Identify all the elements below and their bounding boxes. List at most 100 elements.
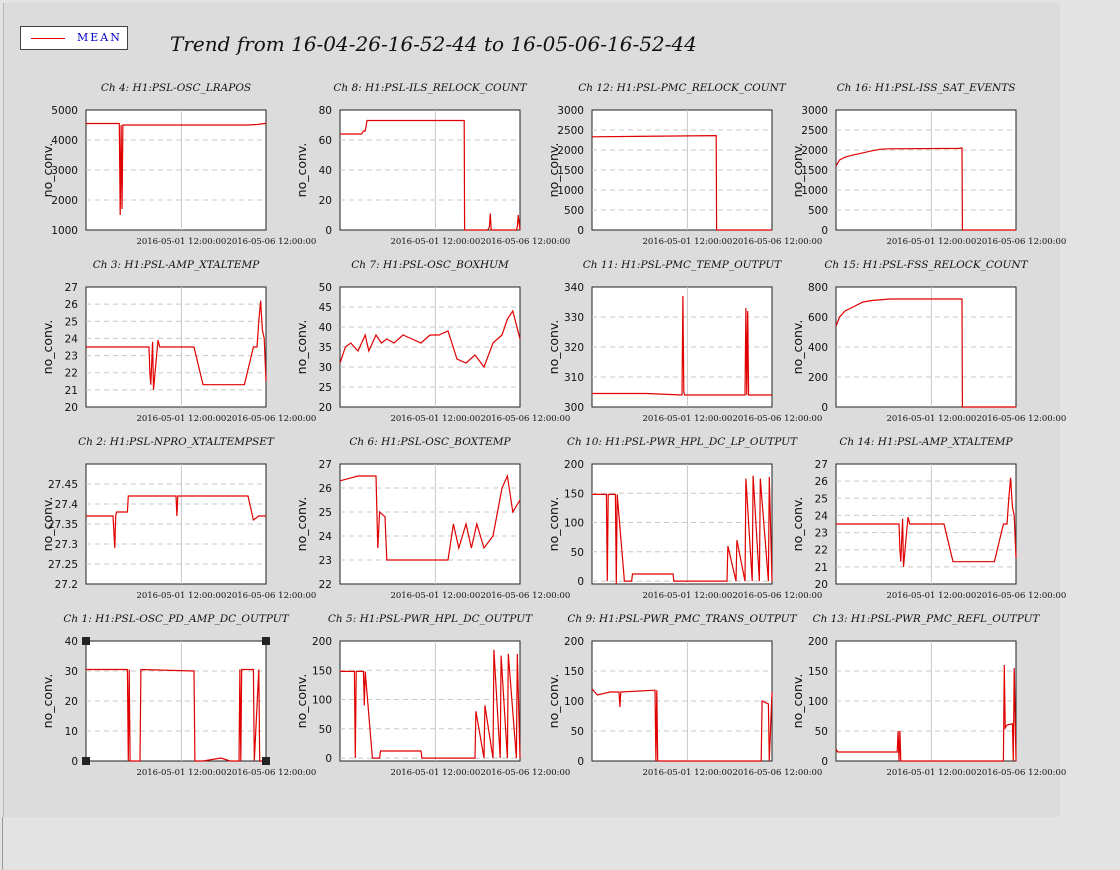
y-tick-label: 2000 — [557, 145, 584, 157]
y-tick-label: 27.25 — [48, 559, 78, 571]
series-line — [836, 477, 1017, 567]
x-tick-label: 2016-05-01 12:00:00 — [886, 591, 976, 601]
y-tick-label: 3000 — [801, 105, 828, 117]
y-tick-label: 1000 — [801, 185, 828, 197]
y-tick-label: 0 — [325, 225, 332, 237]
y-tick-label: 320 — [564, 342, 584, 354]
plot-title: Ch 3: H1:PSL-AMP_XTALTEMP — [93, 259, 261, 271]
x-tick-label: 2016-05-06 12:00:00 — [480, 414, 570, 424]
y-tick-label: 400 — [808, 342, 828, 354]
y-tick-label: 150 — [564, 488, 584, 500]
y-tick-label: 0 — [325, 753, 332, 765]
plot-title: Ch 13: H1:PSL-PWR_PMC_REFL_OUTPUT — [813, 613, 1041, 625]
y-tick-label: 27.35 — [48, 519, 78, 531]
series-line — [835, 664, 1017, 762]
y-tick-label: 2500 — [801, 125, 828, 137]
series-line — [339, 473, 521, 561]
selection-handle — [262, 637, 270, 645]
x-tick-label: 2016-05-01 12:00:00 — [390, 414, 480, 424]
y-tick-label: 26 — [319, 483, 333, 495]
series-line — [591, 688, 773, 762]
y-axis-label: no_conv. — [40, 320, 55, 375]
x-tick-label: 2016-05-01 12:00:00 — [642, 414, 732, 424]
y-tick-label: 0 — [821, 225, 828, 237]
plot-area — [339, 463, 521, 585]
series-line — [592, 475, 773, 585]
y-tick-label: 310 — [564, 372, 584, 384]
y-tick-label: 24 — [815, 510, 829, 522]
y-tick-label: 150 — [564, 666, 584, 678]
series-line — [592, 295, 772, 396]
y-axis-label: no_conv. — [294, 497, 309, 552]
series-line — [591, 134, 772, 231]
y-tick-label: 21 — [815, 562, 828, 574]
y-tick-label: 2000 — [801, 145, 828, 157]
x-tick-label: 2016-05-01 12:00:00 — [886, 414, 976, 424]
y-tick-label: 1500 — [801, 165, 828, 177]
y-tick-label: 30 — [319, 362, 332, 374]
plot-title: Ch 9: H1:PSL-PWR_PMC_TRANS_OUTPUT — [567, 613, 797, 625]
y-tick-label: 50 — [571, 726, 584, 738]
y-tick-label: 200 — [312, 636, 332, 648]
legend: MEAN — [20, 26, 128, 50]
selection-handle — [82, 757, 90, 765]
legend-swatch — [31, 38, 65, 39]
plot-title: Ch 15: H1:PSL-FSS_RELOCK_COUNT — [824, 259, 1028, 271]
y-tick-label: 50 — [571, 547, 584, 559]
y-tick-label: 21 — [65, 385, 78, 397]
y-tick-label: 27.3 — [55, 539, 78, 551]
series-line — [340, 649, 521, 759]
y-tick-label: 100 — [564, 518, 584, 530]
y-tick-label: 3000 — [51, 165, 78, 177]
y-tick-label: 500 — [808, 205, 828, 217]
y-tick-label: 27.45 — [48, 479, 78, 491]
y-tick-label: 100 — [312, 695, 332, 707]
x-tick-label: 2016-05-01 12:00:00 — [390, 768, 480, 778]
y-tick-label: 20 — [65, 696, 78, 708]
y-tick-label: 20 — [319, 402, 332, 414]
y-tick-label: 2000 — [51, 195, 78, 207]
y-tick-label: 330 — [564, 312, 584, 324]
y-tick-label: 200 — [564, 636, 584, 648]
x-tick-label: 2016-05-06 12:00:00 — [480, 237, 570, 247]
y-tick-label: 0 — [577, 225, 584, 237]
y-tick-label: 0 — [821, 756, 828, 768]
y-tick-label: 100 — [808, 696, 828, 708]
y-tick-label: 22 — [319, 579, 332, 591]
x-tick-label: 2016-05-06 12:00:00 — [480, 768, 570, 778]
x-tick-label: 2016-05-06 12:00:00 — [732, 591, 822, 601]
x-tick-label: 2016-05-06 12:00:00 — [976, 237, 1066, 247]
plot-title: Ch 1: H1:PSL-OSC_PD_AMP_DC_OUTPUT — [63, 613, 289, 625]
y-tick-label: 1500 — [557, 165, 584, 177]
plot-title: Ch 4: H1:PSL-OSC_LRAPOS — [101, 82, 251, 94]
y-axis-label: no_conv. — [40, 497, 55, 552]
y-tick-label: 0 — [577, 576, 584, 588]
plot-title: Ch 10: H1:PSL-PWR_HPL_DC_LP_OUTPUT — [567, 436, 798, 448]
y-tick-label: 500 — [564, 205, 584, 217]
y-tick-label: 27.4 — [55, 499, 79, 511]
plot-title: Ch 14: H1:PSL-AMP_XTALTEMP — [839, 436, 1013, 448]
selection-handle — [262, 757, 270, 765]
y-tick-label: 1000 — [557, 185, 584, 197]
y-tick-label: 10 — [65, 726, 78, 738]
plot-title: Ch 5: H1:PSL-PWR_HPL_DC_OUTPUT — [328, 613, 533, 625]
y-tick-label: 200 — [564, 459, 584, 471]
y-tick-label: 23 — [319, 555, 332, 567]
plot-title: Ch 2: H1:PSL-NPRO_XTALTEMPSET — [78, 436, 275, 448]
y-tick-label: 200 — [808, 372, 828, 384]
y-tick-label: 3000 — [557, 105, 584, 117]
y-tick-label: 40 — [319, 165, 332, 177]
y-tick-label: 600 — [808, 312, 828, 324]
series-line — [86, 495, 266, 549]
y-tick-label: 22 — [65, 368, 78, 380]
y-tick-label: 0 — [577, 756, 584, 768]
x-tick-label: 2016-05-01 12:00:00 — [886, 237, 976, 247]
x-tick-label: 2016-05-06 12:00:00 — [732, 768, 822, 778]
y-tick-label: 5000 — [51, 105, 78, 117]
y-tick-label: 4000 — [51, 135, 78, 147]
y-tick-label: 340 — [564, 282, 584, 294]
selection-handle — [82, 637, 90, 645]
plot-title: Ch 12: H1:PSL-PMC_RELOCK_COUNT — [578, 82, 787, 94]
x-tick-label: 2016-05-06 12:00:00 — [976, 768, 1066, 778]
window-edge — [2, 817, 3, 870]
